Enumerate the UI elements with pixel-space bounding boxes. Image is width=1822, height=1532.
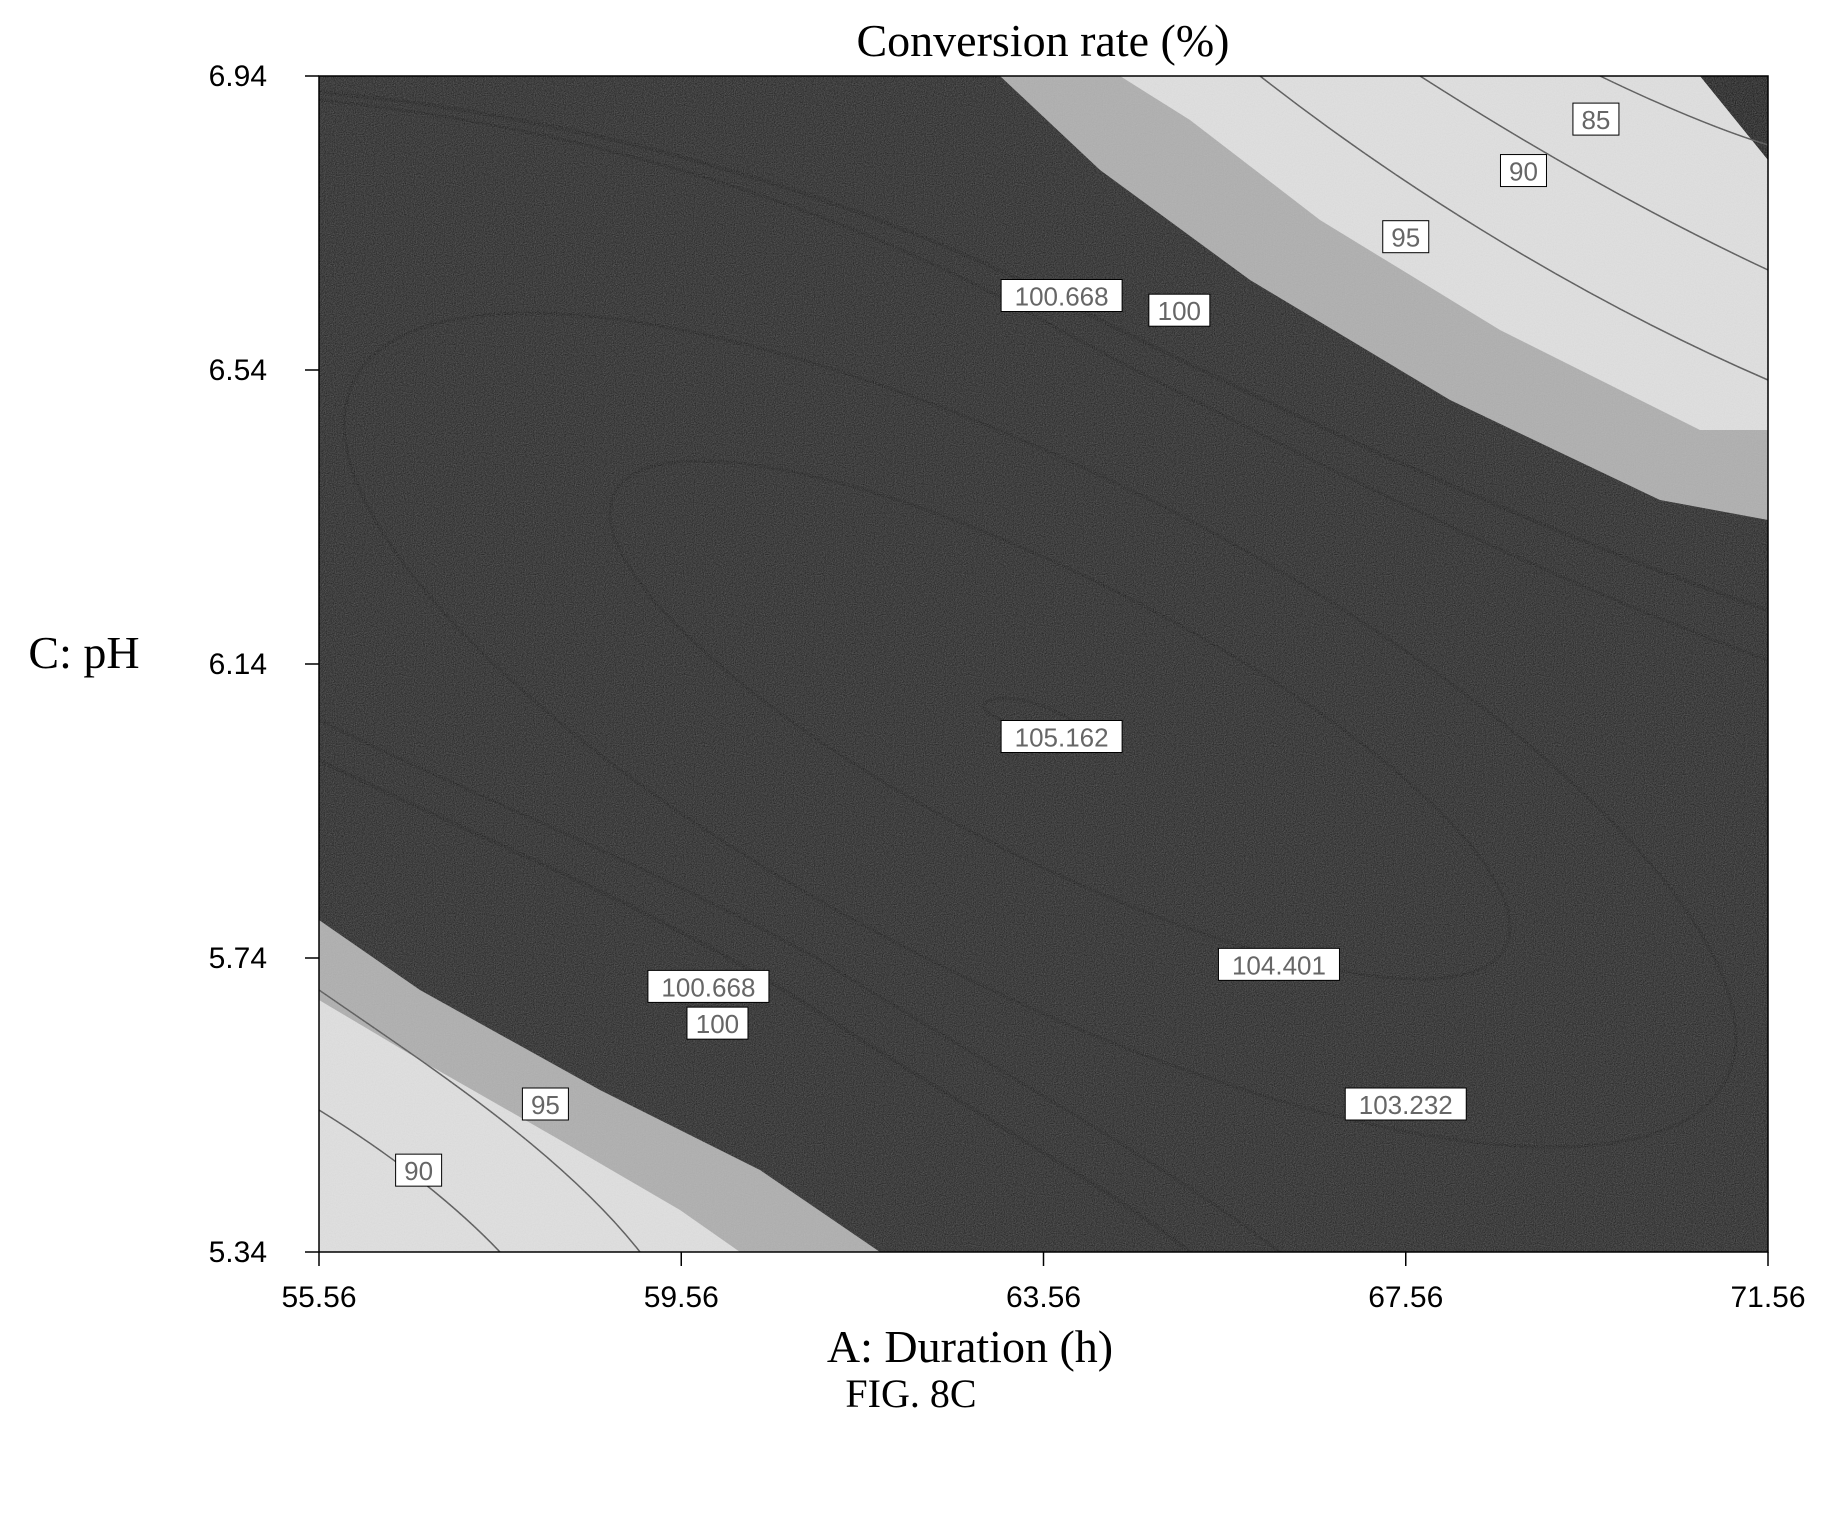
contour-label-text: 100 [1158, 296, 1201, 326]
y-tick-label: 6.54 [209, 354, 267, 387]
x-tick-label: 71.56 [1730, 1281, 1805, 1314]
contour-label: 103.232 [1344, 1087, 1467, 1121]
contour-label-box [1148, 293, 1211, 327]
contour-label-text: 103.232 [1359, 1090, 1453, 1120]
contour-line-95-lower [319, 989, 641, 1252]
contour-label-box [521, 1087, 569, 1121]
contour-label-text: 85 [1581, 105, 1610, 135]
chart-title: Conversion rate (%) [857, 15, 1230, 66]
contour-label: 100.668 [647, 969, 770, 1003]
contour-label: 90 [1499, 154, 1547, 188]
contour-103232 [342, 311, 1738, 1149]
x-axis-label: A: Duration (h) [827, 1321, 1113, 1372]
contour-label-text: 104.401 [1232, 950, 1326, 980]
contour-line-95-upper [1259, 76, 1768, 381]
y-axis-label: C: pH [28, 627, 139, 678]
contour-label: 100.668 [1000, 279, 1123, 312]
y-tick-label: 6.14 [209, 648, 267, 681]
contour-label: 105.162 [1000, 720, 1123, 753]
contour-104401 [608, 459, 1512, 981]
contour-labels: 85 90 95 100.668 100 105.162 104.401 100.668 100… [395, 102, 1620, 1187]
y-tick-label: 5.74 [209, 942, 267, 975]
upper-light-band-core [1120, 76, 1768, 430]
contour-line-100668-lower [319, 718, 1281, 1252]
x-tick-label: 55.56 [281, 1281, 356, 1314]
contour-label-box [395, 1153, 443, 1187]
figure-caption: FIG. 8C [845, 1371, 977, 1416]
y-axis: 6.94 6.54 6.14 5.74 5.34 [209, 60, 319, 1269]
contour-line-100-lower [319, 758, 1192, 1252]
contour-label-text: 100 [696, 1009, 739, 1039]
contour-label-box [1382, 220, 1430, 254]
x-tick-label: 63.56 [1006, 1281, 1081, 1314]
contour-label-text: 100.668 [1015, 282, 1109, 312]
plot-area [318, 75, 1769, 1253]
contour-label: 85 [1572, 102, 1620, 136]
x-axis: 55.56 59.56 63.56 67.56 71.56 [281, 1252, 1806, 1314]
contour-label: 100 [686, 1006, 749, 1040]
contour-line-100668-upper [319, 98, 1768, 662]
x-tick-label: 67.56 [1368, 1281, 1443, 1314]
contour-label-box [1000, 279, 1123, 312]
contour-line-100-upper [319, 90, 1768, 612]
contour-label-box [1344, 1087, 1467, 1121]
contour-label-box [1572, 102, 1620, 136]
y-tick-label: 6.94 [209, 60, 267, 93]
contour-label-text: 100.668 [661, 972, 755, 1002]
contour-label-text: 90 [404, 1156, 433, 1186]
contour-label: 90 [395, 1153, 443, 1187]
x-tick-label: 59.56 [644, 1281, 719, 1314]
contour-line-85 [1599, 76, 1768, 146]
contour-label-text: 95 [1391, 223, 1420, 253]
contour-label-box [1499, 154, 1547, 188]
contour-label-text: 95 [531, 1090, 560, 1120]
contour-label-text: 105.162 [1015, 723, 1109, 753]
contour-label: 104.401 [1217, 947, 1340, 981]
contour-label-box [686, 1006, 749, 1040]
contour-label: 95 [1382, 220, 1430, 254]
contour-label-box [1000, 720, 1123, 753]
contour-label-text: 90 [1509, 157, 1538, 187]
contour-label-box [647, 969, 770, 1003]
contour-label: 100 [1148, 293, 1211, 327]
y-tick-label: 5.34 [209, 1236, 267, 1269]
contour-label: 95 [521, 1087, 569, 1121]
contour-label-box [1217, 947, 1340, 981]
contour-line-90-upper [1419, 76, 1768, 271]
